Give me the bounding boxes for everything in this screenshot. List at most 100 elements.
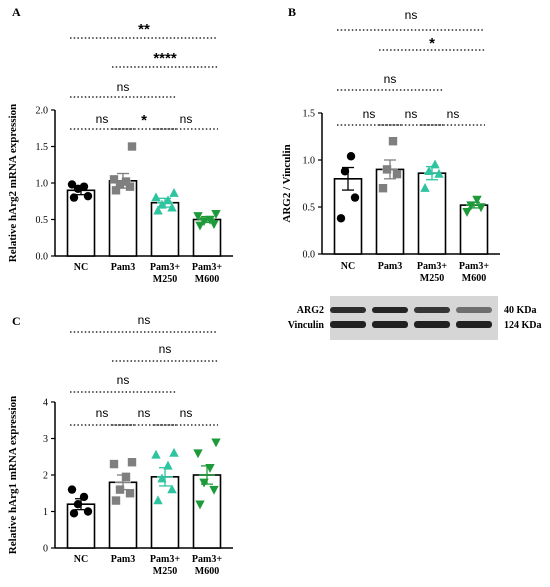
arg2-band: [414, 307, 450, 313]
data-point: [205, 215, 215, 225]
blot-size-label: 124 KDa: [504, 320, 542, 331]
data-point: [205, 464, 215, 473]
y-tick-label: 4: [43, 398, 48, 409]
arg2-band: [456, 307, 492, 313]
x-tick-label: Pam3+: [150, 554, 180, 565]
data-point: [382, 165, 392, 174]
data-point: [420, 183, 430, 192]
x-tick-label: M250: [153, 566, 177, 577]
y-axis-label: ARG2 / Vinculin: [281, 144, 293, 222]
y-tick-label: 0.0: [36, 252, 49, 263]
data-point: [153, 205, 163, 215]
y-tick-label: 3: [43, 434, 48, 445]
significance-label: ns: [180, 112, 193, 126]
vinculin-band: [414, 321, 450, 328]
x-tick-label: Pam3: [378, 261, 402, 272]
data-point: [434, 168, 444, 178]
data-point: [109, 175, 119, 184]
x-tick-label: Pam3: [111, 262, 135, 273]
data-point: [125, 489, 135, 498]
x-tick-label: M250: [153, 274, 177, 285]
data-point: [199, 217, 209, 227]
data-point: [83, 191, 93, 201]
panel-letter: A: [12, 5, 21, 19]
data-point: [209, 220, 219, 230]
blot-size-label: 40 KDa: [504, 305, 537, 316]
data-point: [157, 473, 167, 483]
bar: [459, 204, 489, 255]
data-point: [111, 496, 121, 505]
data-point: [151, 449, 161, 459]
x-tick-label: Pam3+: [150, 262, 180, 273]
significance-label: **: [138, 21, 150, 38]
significance-label: ns: [405, 107, 418, 121]
data-point: [169, 188, 179, 197]
data-point: [466, 201, 476, 211]
data-point: [127, 142, 137, 151]
data-point: [67, 180, 77, 189]
data-point: [115, 180, 125, 189]
data-point: [430, 159, 440, 169]
y-tick-label: 2.0: [36, 106, 49, 117]
data-point: [195, 221, 205, 231]
x-tick-label: Pam3+: [192, 262, 222, 273]
data-point: [193, 449, 203, 459]
vinculin-band: [456, 321, 492, 328]
y-axis-label: Relative hArg1 mRNA expression: [7, 396, 19, 554]
significance-label: ns: [117, 80, 130, 94]
panel-letter: C: [12, 314, 21, 328]
data-point: [79, 492, 89, 502]
data-point: [163, 195, 173, 205]
y-tick-label: 0.5: [36, 215, 49, 226]
significance-label: *: [141, 112, 147, 129]
significance-label: ns: [180, 406, 193, 420]
data-point: [115, 485, 125, 494]
vinculin-band: [330, 321, 366, 328]
data-point: [127, 458, 137, 467]
bar: [108, 180, 138, 257]
data-point: [69, 193, 79, 202]
x-tick-label: NC: [74, 554, 88, 565]
significance-label: ns: [159, 342, 172, 356]
y-tick-label: 0.5: [303, 203, 316, 214]
y-tick-label: 2: [43, 471, 48, 482]
data-point: [472, 195, 482, 205]
significance-label: ns: [117, 373, 130, 387]
data-point: [476, 203, 486, 213]
data-point: [167, 484, 177, 494]
x-tick-label: M600: [195, 274, 219, 285]
western-blot: ARG2 Vinculin 40 KDa 124 KDa: [288, 296, 542, 340]
x-tick-label: M600: [462, 273, 486, 284]
blot-row-label: ARG2: [297, 305, 324, 316]
y-tick-label: 1.5: [36, 142, 49, 153]
bar: [150, 476, 180, 549]
significance-label: ns: [384, 72, 397, 86]
arg2-band: [330, 307, 366, 313]
x-tick-label: M250: [420, 273, 444, 284]
vinculin-band: [372, 321, 408, 328]
data-point: [211, 209, 221, 219]
x-tick-label: NC: [341, 261, 355, 272]
data-point: [336, 214, 346, 223]
data-point: [388, 137, 398, 146]
data-point: [378, 184, 388, 193]
data-point: [121, 177, 131, 186]
data-point: [340, 167, 350, 176]
significance-label: ns: [363, 107, 376, 121]
data-point: [163, 460, 173, 470]
data-point: [67, 485, 77, 494]
panel-letter: B: [288, 5, 296, 19]
blot-membrane: [330, 296, 498, 340]
data-point: [169, 447, 179, 457]
data-point: [193, 212, 203, 222]
data-point: [73, 500, 83, 509]
data-point: [157, 199, 167, 209]
data-point: [69, 509, 79, 518]
x-tick-label: Pam3: [111, 554, 135, 565]
data-point: [167, 202, 177, 212]
significance-label: *: [429, 35, 435, 52]
x-tick-label: Pam3+: [417, 261, 447, 272]
x-tick-label: M600: [195, 566, 219, 577]
y-tick-label: 0: [43, 544, 48, 555]
